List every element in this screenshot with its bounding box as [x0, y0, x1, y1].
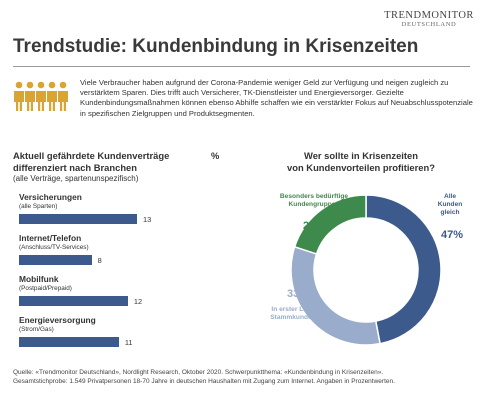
donut-slice-label-line: gleich: [440, 209, 460, 216]
intro-text: Viele Verbraucher haben aufgrund der Cor…: [80, 78, 473, 118]
bar: [19, 255, 92, 265]
bar-category-sublabel: (Anschluss/TV-Services): [19, 244, 89, 251]
bar-category-sublabel: (Postpaid/Prepaid): [19, 285, 72, 292]
bar-chart-title-line-2: differenziert nach Branchen: [13, 161, 137, 173]
donut-slice-value: 33%: [287, 288, 310, 300]
donut-slice-label-line: Kunden: [437, 201, 463, 208]
bar-value-label: 8: [97, 256, 102, 265]
donut-chart-title-line-2: von Kundenvorteilen profitieren?: [287, 161, 435, 173]
donut-slice-label-line: Kundengruppen: [288, 201, 340, 208]
people-icon: [14, 81, 68, 111]
donut-slice: [365, 194, 442, 345]
donut-slice-value: 20%: [303, 220, 326, 232]
bar-category-sublabel: (alle Sparten): [19, 203, 58, 210]
bar-chart-title-line-1: Aktuell gefährdete Kundenverträge: [13, 150, 170, 161]
brand-subtitle: DEUTSCHLAND: [401, 21, 457, 28]
bar-value-label: 12: [133, 297, 143, 306]
title-divider: [13, 66, 470, 67]
donut-slice-label-line: Besonders bedürftige: [279, 193, 349, 200]
bar-value-label: 11: [124, 338, 133, 347]
donut-chart-title: Wer sollte in Krisenzeiten von Kundenvor…: [256, 150, 466, 173]
bar: [19, 214, 137, 224]
donut-slice-label: In erster Linie Stammkunden: [259, 306, 327, 322]
bar-chart-unit: %: [211, 150, 220, 161]
source-note: Quelle: «Trendmonitor Deutschland», Nord…: [13, 368, 478, 386]
bar-category-label: Energieversorgung: [19, 315, 96, 325]
bar-category-sublabel: (Strom/Gas): [19, 326, 54, 333]
donut-slice-label-line: Stammkunden: [270, 314, 316, 321]
donut-slice-label-line: Alle: [443, 193, 457, 200]
brand-name: TRENDMONITOR: [384, 10, 474, 21]
brand-logo: TRENDMONITOR DEUTSCHLAND: [384, 10, 474, 28]
bar-chart-title: Aktuell gefährdete Kundenverträge differ…: [13, 150, 213, 173]
bar-value-label: 13: [143, 215, 152, 224]
donut-slice-value: 47%: [441, 229, 464, 241]
bar-category-label: Internet/Telefon: [19, 233, 82, 243]
source-line-2: Gesamtstichprobe: 1.549 Privatpersonen 1…: [13, 378, 395, 385]
donut-slice-label: Besonders bedürftige Kundengruppen: [272, 193, 356, 209]
bar-category-label: Mobilfunk: [19, 274, 59, 284]
bar: [19, 337, 119, 347]
bar-category-label: Versicherungen: [19, 192, 82, 202]
donut-chart-title-line-1: Wer sollte in Krisenzeiten: [304, 150, 418, 161]
donut-slice: [293, 194, 367, 255]
bar: [19, 296, 128, 306]
source-line-1: Quelle: «Trendmonitor Deutschland», Nord…: [13, 369, 384, 376]
page-title: Trendstudie: Kundenbindung in Krisenzeit…: [13, 36, 419, 57]
bar-chart-subtitle: (alle Verträge, spartenunspezifisch): [13, 174, 139, 183]
donut-slice-label-line: In erster Linie: [271, 306, 315, 313]
donut-slice-label: Alle Kunden gleich: [432, 193, 468, 217]
